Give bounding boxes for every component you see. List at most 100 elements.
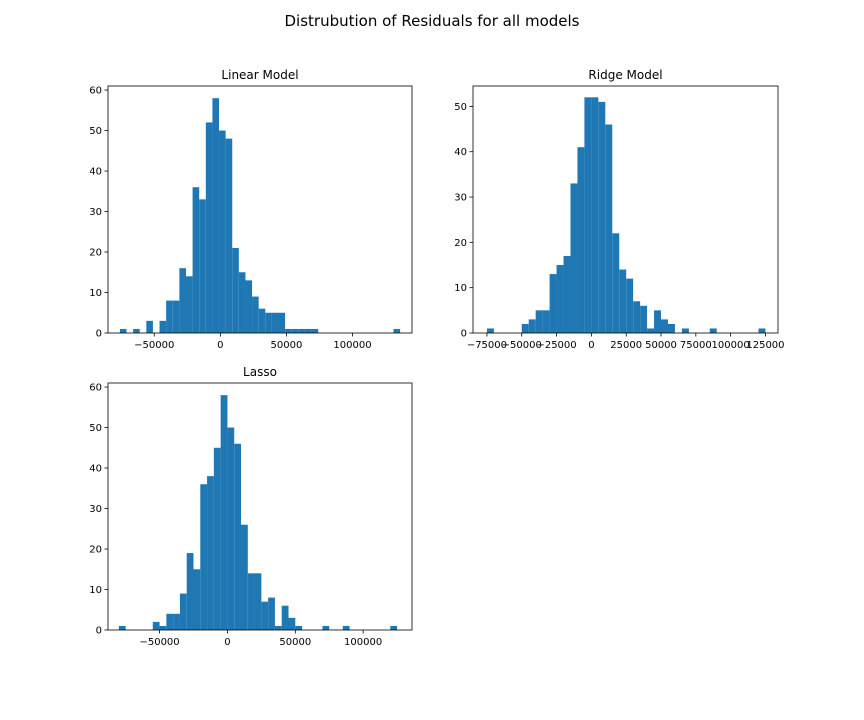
- histogram-bar: [227, 427, 235, 630]
- histogram-bar: [486, 328, 494, 333]
- histogram-bar: [212, 98, 220, 334]
- histogram-bar: [146, 320, 153, 333]
- histogram-bar: [605, 124, 613, 334]
- y-tick-label: 40: [89, 167, 102, 178]
- histogram-bar: [278, 312, 286, 333]
- histogram-bar: [241, 524, 248, 630]
- histogram-bar: [247, 573, 255, 630]
- histogram-bar: [612, 233, 620, 333]
- histogram-bar: [200, 484, 208, 630]
- axes-frame: [472, 85, 779, 334]
- histogram-bar: [118, 625, 126, 630]
- histogram-bar: [185, 276, 193, 333]
- histogram-bar: [667, 323, 675, 333]
- x-tick-label: 0: [588, 340, 594, 351]
- histogram-bar: [528, 319, 536, 333]
- histogram-bar: [295, 625, 303, 630]
- histogram-bar: [199, 199, 206, 333]
- histogram-bar: [172, 300, 180, 333]
- histogram-bar: [390, 625, 398, 630]
- histogram-bar: [245, 280, 253, 333]
- histogram-bar: [133, 328, 140, 333]
- histogram-bar: [261, 601, 269, 630]
- histogram-bar: [193, 569, 201, 630]
- y-tick-label: 10: [89, 288, 102, 299]
- histogram-bar: [119, 328, 127, 333]
- histogram-bar: [265, 312, 272, 333]
- x-tick-label: 50000: [271, 340, 303, 351]
- lasso-title: Lasso: [243, 365, 277, 379]
- y-tick-label: 60: [89, 383, 102, 394]
- histogram-bar: [271, 312, 279, 333]
- histogram-bar: [159, 625, 167, 630]
- histogram-bar: [166, 300, 173, 333]
- histogram-bar: [238, 272, 246, 333]
- y-tick-label: 50: [454, 102, 467, 113]
- histogram-bar: [179, 268, 186, 333]
- histogram-bar: [304, 328, 312, 333]
- histogram-bar: [654, 310, 662, 333]
- y-tick-label: 0: [96, 626, 102, 637]
- y-tick-label: 30: [454, 193, 467, 204]
- y-tick-label: 30: [89, 207, 102, 218]
- histogram-bar: [709, 328, 717, 333]
- lasso-histogram: Lasso −50000 0 50000 100000 0 10 20 30 40 50 60: [89, 365, 413, 648]
- histogram-bar: [173, 613, 180, 630]
- ridge-model-histogram: Ridge Model −75000−50000−25000 0 25000 5000…: [454, 68, 784, 351]
- histogram-bar: [311, 328, 319, 333]
- histogram-bar: [633, 301, 641, 333]
- histogram-bar: [258, 308, 266, 333]
- x-tick-label: 0: [217, 340, 223, 351]
- y-tick-label: 40: [454, 147, 467, 158]
- histogram-bar: [225, 138, 233, 333]
- y-tick-label: 10: [454, 283, 467, 294]
- histogram-bar: [207, 476, 214, 630]
- x-tick-label: 125000: [746, 340, 784, 351]
- y-tick-label: 50: [89, 126, 102, 137]
- histogram-bar: [570, 183, 578, 333]
- x-tick-label: 50000: [645, 340, 677, 351]
- histogram-bar: [179, 593, 187, 630]
- histogram-bar: [288, 617, 296, 630]
- histogram-bar: [166, 613, 174, 630]
- histogram-bar: [342, 625, 350, 630]
- histogram-bar: [758, 328, 766, 333]
- y-tick-label: 0: [461, 329, 467, 340]
- x-tick-label: −50000: [502, 340, 542, 351]
- histogram-bar: [298, 328, 305, 333]
- x-tick-label: 100000: [344, 637, 382, 648]
- histogram-bar: [219, 130, 226, 333]
- histogram-bar: [322, 625, 330, 630]
- histogram-bar: [268, 597, 275, 630]
- y-tick-label: 30: [89, 504, 102, 515]
- histogram-bar: [563, 255, 571, 333]
- histogram-bar: [556, 265, 564, 333]
- histogram-bar: [192, 187, 200, 333]
- x-tick-label: 25000: [610, 340, 642, 351]
- x-tick-label: −75000: [467, 340, 507, 351]
- histogram-bar: [285, 328, 292, 333]
- y-tick-label: 0: [96, 329, 102, 340]
- figure-title: Distrubution of Residuals for all models: [285, 12, 580, 30]
- histogram-bar: [291, 328, 299, 333]
- axes-frame: [107, 85, 413, 334]
- histogram-bar: [159, 320, 167, 333]
- histogram-bar: [252, 296, 259, 333]
- histogram-bar: [152, 621, 160, 630]
- histogram-bar: [521, 323, 529, 333]
- histogram-bar: [661, 319, 668, 333]
- histogram-bar: [542, 310, 550, 333]
- x-tick-label: −50000: [134, 340, 174, 351]
- y-tick-label: 20: [89, 545, 102, 556]
- histogram-bar: [220, 395, 228, 630]
- histogram-bar: [681, 328, 689, 333]
- histogram-bar: [205, 122, 213, 333]
- histogram-bar: [274, 625, 282, 630]
- histogram-bar: [619, 269, 627, 333]
- y-tick-label: 10: [89, 585, 102, 596]
- y-tick-label: 20: [89, 248, 102, 259]
- histogram-bar: [577, 147, 585, 333]
- histogram-bar: [535, 310, 543, 333]
- y-tick-label: 20: [454, 238, 467, 249]
